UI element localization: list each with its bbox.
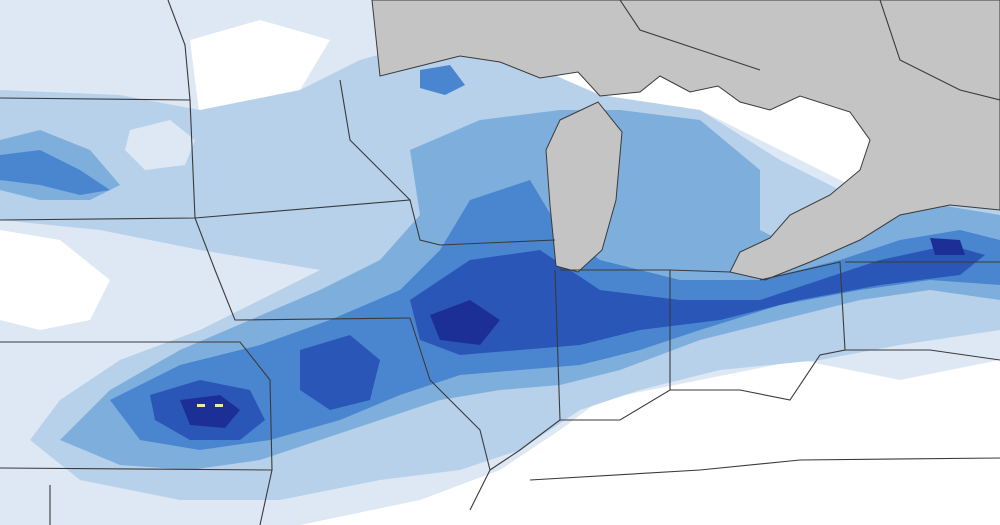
precip-max xyxy=(215,404,223,407)
border xyxy=(619,0,761,71)
precip-area xyxy=(0,150,110,195)
border xyxy=(439,239,556,246)
border xyxy=(489,269,561,471)
precip-area xyxy=(180,395,240,428)
border xyxy=(529,457,1000,481)
border xyxy=(339,79,411,201)
precip-layer-very-heavy xyxy=(150,245,985,440)
border xyxy=(0,467,273,471)
precip-area xyxy=(410,245,985,355)
border xyxy=(879,0,1000,101)
border xyxy=(409,317,491,511)
precip-area xyxy=(420,65,465,95)
border xyxy=(560,261,846,421)
precip-max xyxy=(197,404,205,407)
lake-michigan xyxy=(545,101,623,273)
precip-area xyxy=(125,120,195,170)
border xyxy=(0,0,191,101)
precip-area xyxy=(300,335,380,410)
masked-land-and-lakes xyxy=(371,0,1000,281)
precip-layer-extreme xyxy=(180,238,965,428)
precip-area xyxy=(430,300,500,345)
dry-area xyxy=(0,230,110,330)
dry-area xyxy=(190,20,330,130)
border xyxy=(669,269,731,273)
border xyxy=(0,341,273,525)
great-lakes-canada xyxy=(371,0,1000,281)
border xyxy=(194,217,411,321)
precip-area xyxy=(930,238,965,255)
border xyxy=(194,199,441,246)
border xyxy=(845,349,1000,361)
